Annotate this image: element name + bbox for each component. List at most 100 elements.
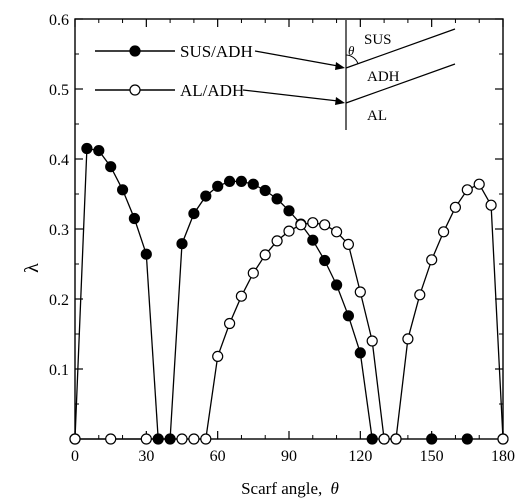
legend-label-al-adh: AL/ADH [180,81,244,100]
data-point-al-adh [366,335,378,347]
data-point-al-adh [497,433,509,445]
series-line-al-adh [75,222,385,440]
legend-marker-sus-adh [129,45,141,57]
data-point-al-adh [461,184,473,196]
legend: SUS/ADH AL/ADH [95,42,253,100]
data-point-al-adh [390,433,402,445]
data-point-sus-adh [271,193,283,205]
series-lines [74,147,504,440]
data-point-al-adh [283,225,295,237]
data-point-al-adh [224,317,236,330]
inset-label-adh: ADH [367,69,400,85]
data-point-sus-adh [164,433,176,445]
x-tick-label: 60 [210,448,226,465]
data-point-al-adh [105,433,117,445]
inset-arrowhead-al-adh [335,97,345,105]
legend-marker-al-adh [129,84,141,96]
data-point-sus-adh [128,212,140,225]
data-point-sus-adh [307,234,319,246]
data-point-sus-adh [331,279,343,291]
inset-label-sus: SUS [364,32,392,48]
data-point-sus-adh [81,142,93,155]
inset-angle-label: θ [348,43,355,58]
data-point-al-adh [342,238,354,250]
data-point-al-adh [212,350,224,362]
data-point-sus-adh [259,184,271,197]
data-point-al-adh [200,433,212,445]
data-point-sus-adh [105,161,117,173]
y-tick-label: 0.6 [49,12,69,29]
data-point-sus-adh [342,310,354,322]
y-tick-label: 0.3 [49,222,69,239]
data-point-sus-adh [140,248,152,260]
data-point-sus-adh [319,254,331,267]
data-point-sus-adh [152,433,164,445]
inset-upper-interface [345,28,456,69]
data-point-al-adh [295,219,307,231]
data-point-al-adh [247,267,259,279]
data-point-sus-adh [212,180,224,192]
data-point-al-adh [331,226,343,238]
data-point-al-adh [378,433,390,445]
data-point-al-adh [307,217,319,229]
series-line-sus-adh [145,254,159,440]
data-point-sus-adh [200,190,212,202]
x-axis-label-symbol: θ [331,479,339,498]
legend-label-sus-adh: SUS/ADH [180,42,253,61]
y-axis-label: λ [21,263,43,273]
y-tick-label: 0.5 [49,82,69,99]
x-tick-label: 180 [491,448,515,465]
data-point-al-adh [473,178,485,190]
x-axis-label: Scarf angle, θ [241,479,339,498]
data-point-sus-adh [188,208,200,220]
data-point-sus-adh [354,347,366,359]
data-point-al-adh [259,249,271,261]
data-point-sus-adh [93,145,105,157]
data-point-al-adh [235,290,247,302]
data-point-al-adh [485,199,497,211]
inset-lower-interface [345,63,456,104]
x-axis-label-text: Scarf angle, [241,479,322,498]
data-point-al-adh [140,433,152,445]
series-line-sus-adh [359,352,373,440]
data-point-sus-adh [116,184,129,196]
data-point-sus-adh [176,238,188,250]
data-point-al-adh [271,235,283,247]
x-tick-label: 0 [71,448,79,465]
data-point-sus-adh [224,175,236,187]
inset-angle-arc [345,54,359,64]
data-point-al-adh [438,226,450,238]
series-line-sus-adh [169,180,361,440]
x-tick-label: 120 [348,448,372,465]
data-point-al-adh [69,433,81,445]
inset-pointer-al-adh [242,89,339,102]
series-line-sus-adh [74,147,147,440]
data-point-sus-adh [235,175,247,187]
data-point-sus-adh [283,205,295,217]
data-point-al-adh [449,201,461,213]
data-point-al-adh [402,333,414,345]
data-point-sus-adh [461,433,473,445]
inset-pointer-sus-adh [254,50,339,67]
data-point-al-adh [188,433,200,445]
data-point-al-adh [176,433,188,445]
series-line-al-adh [395,183,504,440]
inset-arrowhead-sus-adh [335,62,345,70]
inset-label-al: AL [367,108,387,124]
y-tick-label: 0.2 [49,292,69,309]
data-point-al-adh [354,286,366,298]
data-point-sus-adh [247,178,259,190]
series-markers [69,142,509,445]
data-point-sus-adh [426,433,438,445]
y-tick-label: 0.4 [49,152,69,169]
data-point-al-adh [414,289,426,301]
data-point-al-adh [426,254,438,266]
x-tick-label: 90 [281,448,297,465]
scarf-joint-inset [242,20,456,130]
x-tick-label: 150 [420,448,444,465]
data-point-al-adh [319,219,331,231]
data-point-sus-adh [366,433,378,445]
tick-labels: 0 30 60 90 120 150 180 0.1 0.2 0.3 0.4 0.5 0.6 [49,12,515,465]
x-tick-label: 30 [138,448,154,465]
